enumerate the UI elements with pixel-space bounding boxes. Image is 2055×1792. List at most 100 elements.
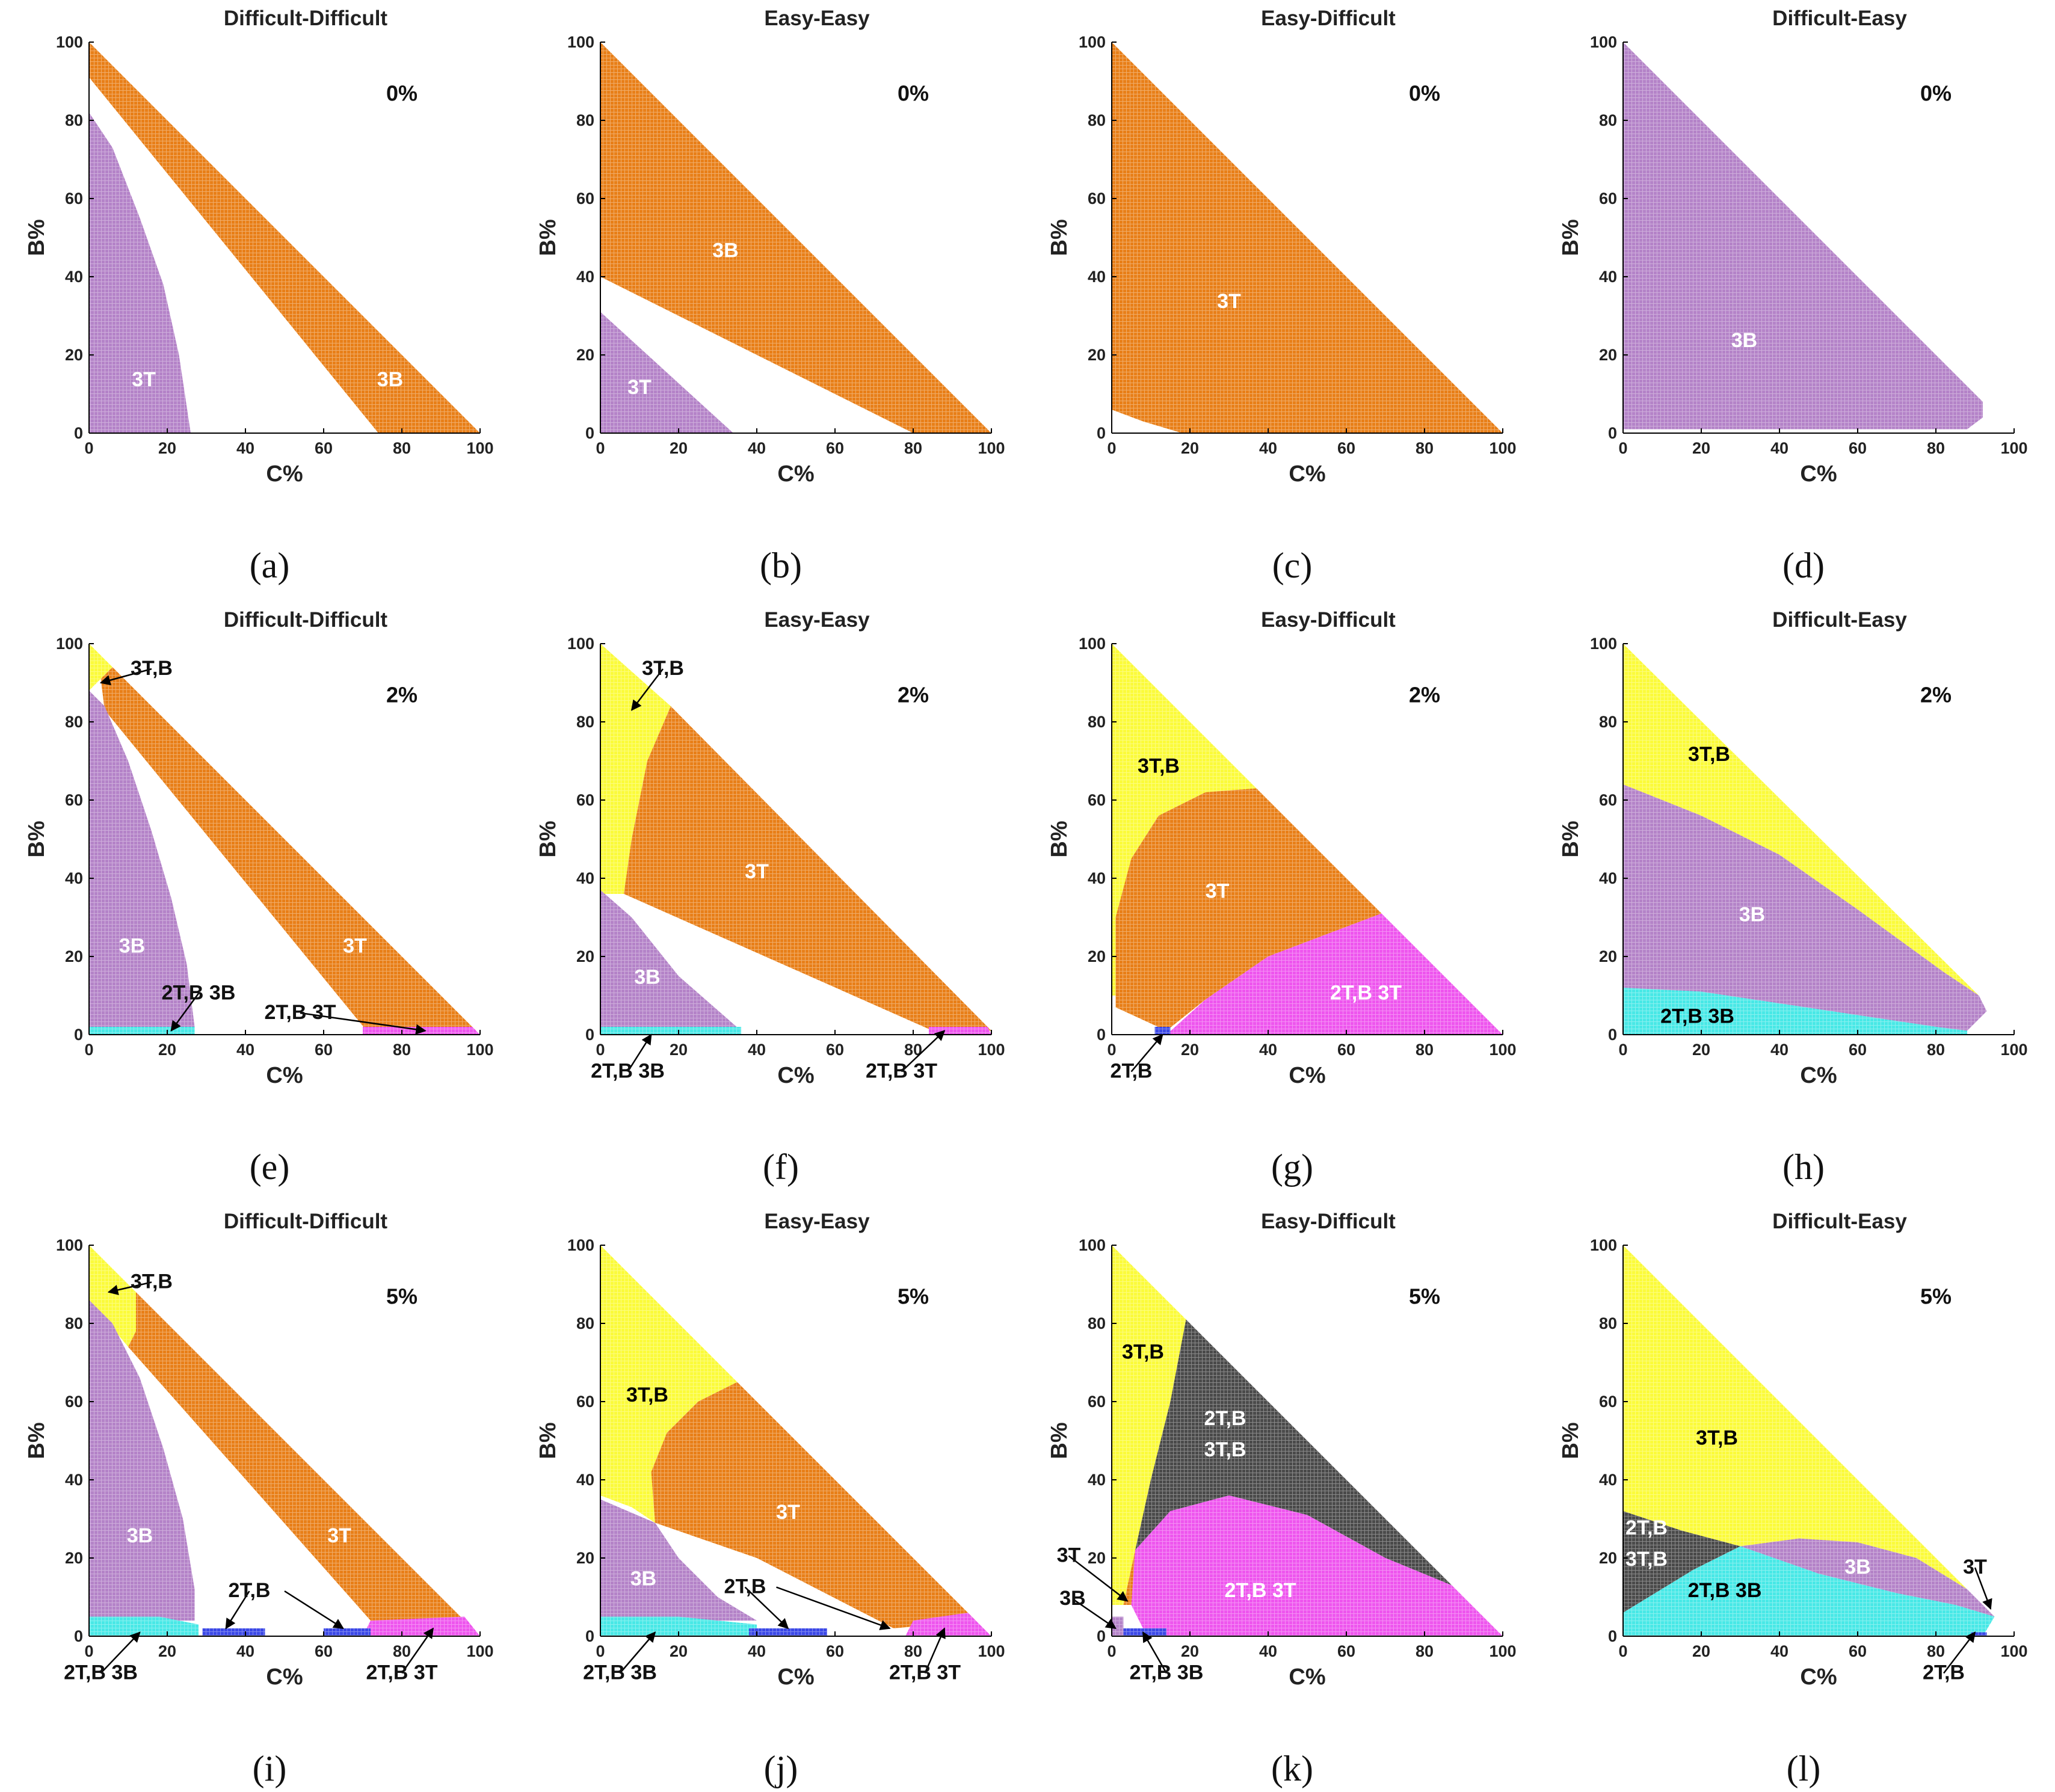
panel-a-x-tick-label: 100 bbox=[466, 439, 493, 457]
panel-k-x-tick-label: 20 bbox=[1181, 1642, 1199, 1660]
panel-f-x-tick-label: 60 bbox=[826, 1041, 844, 1059]
panel-l-y-tick-label: 60 bbox=[1599, 1393, 1617, 1411]
panel-j-annotation-label: 2T,B bbox=[724, 1575, 766, 1598]
panel-f-x-tick-label: 0 bbox=[596, 1041, 605, 1059]
panel-b-region-3t-1 bbox=[600, 312, 733, 433]
panel-i-region-2t-b-5 bbox=[202, 1628, 265, 1636]
panel-l-annotation-arrow bbox=[1943, 1631, 1976, 1674]
panel-f-region-3b-2 bbox=[600, 890, 741, 1031]
panel-j-annotation-arrow bbox=[776, 1586, 891, 1630]
panel-i-y-tick-label: 40 bbox=[65, 1471, 83, 1489]
panel-f-y-tick-label: 40 bbox=[576, 869, 594, 887]
panel-h-x-tick-label: 20 bbox=[1692, 1041, 1710, 1059]
panel-b-y-axis-label: B% bbox=[535, 219, 561, 256]
panel-k-percentage: 5% bbox=[1409, 1284, 1440, 1309]
panel-c-percentage: 0% bbox=[1409, 81, 1440, 106]
panel-i-x-tick-label: 100 bbox=[466, 1642, 493, 1660]
panel-b-y-tick-label: 80 bbox=[576, 111, 594, 129]
panel-d-y-tick-label: 100 bbox=[1590, 33, 1617, 51]
panel-i-annotation-arrow bbox=[100, 1631, 141, 1674]
panel-a-y-tick-label: 40 bbox=[65, 268, 83, 286]
panel-h: 00 20 20 40 40 60 60 80 80 100 100 C% B% Difficult-Ea… bbox=[1558, 608, 2028, 1187]
panel-h-percentage: 2% bbox=[1920, 683, 1952, 707]
panel-e-region-3t-b-1 bbox=[89, 644, 112, 691]
panel-e-region-3b-2 bbox=[89, 691, 195, 1027]
panel-h-y-tick-label: 40 bbox=[1599, 869, 1617, 887]
panel-j-percentage: 5% bbox=[898, 1284, 929, 1309]
panel-f-region-label: 3T bbox=[745, 860, 769, 883]
panel-a-region-label: 3T bbox=[132, 368, 156, 391]
panel-c-y-tick-label: 100 bbox=[1079, 33, 1106, 51]
panel-l-x-axis-label: C% bbox=[1800, 1664, 1837, 1690]
panel-g-x-tick-label: 100 bbox=[1489, 1041, 1516, 1059]
panel-c-region-label: 3T bbox=[1217, 290, 1241, 313]
panel-l-annotation-label: 3T bbox=[1963, 1556, 1987, 1578]
panel-h-x-tick-label: 0 bbox=[1618, 1041, 1627, 1059]
panel-i-x-tick-label: 20 bbox=[158, 1642, 176, 1660]
panel-l-x-tick-label: 100 bbox=[2000, 1642, 2027, 1660]
panel-e-y-tick-label: 0 bbox=[74, 1026, 83, 1044]
panel-e-x-tick-label: 40 bbox=[236, 1041, 254, 1059]
panel-h-region-2t-b-3b-2 bbox=[1623, 988, 1967, 1035]
panel-e-y-axis-label: B% bbox=[24, 821, 49, 857]
panel-a-x-axis-label: C% bbox=[266, 461, 303, 487]
panel-c-y-tick-label: 20 bbox=[1088, 346, 1106, 364]
panel-a-x-tick-label: 0 bbox=[84, 439, 93, 457]
panel-l-x-tick-label: 80 bbox=[1927, 1642, 1945, 1660]
panel-h-x-tick-label: 80 bbox=[1927, 1041, 1945, 1059]
panel-g: 00 20 20 40 40 60 60 80 80 100 100 C% B% Easy-Difficu… bbox=[1047, 608, 1517, 1187]
panel-k-y-tick-label: 80 bbox=[1088, 1314, 1106, 1332]
panel-f-panel-label: (f) bbox=[763, 1147, 799, 1187]
panel-j-y-tick-label: 100 bbox=[567, 1236, 594, 1254]
panel-g-region-label: 3T,B bbox=[1138, 755, 1180, 778]
panel-j-region-2t-b-3b-3 bbox=[600, 1616, 757, 1636]
panel-j-y-tick-label: 20 bbox=[576, 1549, 594, 1567]
panel-l-y-tick-label: 40 bbox=[1599, 1471, 1617, 1489]
panel-c-y-tick-label: 40 bbox=[1088, 268, 1106, 286]
panel-d-title: Difficult-Easy bbox=[1772, 7, 1907, 30]
panel-e-region-2t-b-3b-3 bbox=[89, 1027, 195, 1035]
panel-b-x-tick-label: 60 bbox=[826, 439, 844, 457]
panel-g-region-label: 2T,B 3T bbox=[1330, 982, 1402, 1005]
panel-g-x-tick-label: 60 bbox=[1337, 1041, 1355, 1059]
panel-l-region-label: 3T,B bbox=[1696, 1427, 1738, 1450]
panel-j-y-tick-label: 60 bbox=[576, 1393, 594, 1411]
panel-k-y-tick-label: 100 bbox=[1079, 1236, 1106, 1254]
panel-a-region-3t-1 bbox=[89, 112, 191, 433]
panel-d-x-tick-label: 40 bbox=[1770, 439, 1788, 457]
panel-e-x-axis-label: C% bbox=[266, 1063, 303, 1088]
panel-i-annotation-label: 2T,B 3B bbox=[64, 1661, 138, 1684]
panel-d-x-axis-label: C% bbox=[1800, 461, 1837, 487]
panel-a-x-tick-label: 40 bbox=[236, 439, 254, 457]
panel-k-y-axis-label: B% bbox=[1047, 1422, 1072, 1459]
panel-l-region-label: 2T,B bbox=[1625, 1516, 1668, 1539]
panel-i-y-axis-label: B% bbox=[24, 1422, 49, 1459]
panel-k-region-label: 2T,B 3T bbox=[1224, 1579, 1296, 1602]
panel-f-annotation-label: 3T,B bbox=[642, 657, 684, 680]
panel-e-y-tick-label: 100 bbox=[56, 635, 83, 653]
panel-k-title: Easy-Difficult bbox=[1261, 1210, 1396, 1233]
panel-f-y-tick-label: 0 bbox=[585, 1026, 594, 1044]
panel-f-title: Easy-Easy bbox=[764, 608, 870, 632]
panel-k-annotation-arrow bbox=[1142, 1631, 1168, 1674]
panel-b-x-tick-label: 40 bbox=[748, 439, 766, 457]
panel-b-region-3b-0 bbox=[600, 42, 991, 433]
panel-l-x-tick-label: 0 bbox=[1618, 1642, 1627, 1660]
panel-l-percentage: 5% bbox=[1920, 1284, 1952, 1309]
panel-g-y-tick-label: 40 bbox=[1088, 869, 1106, 887]
panel-i-region-3t-b-0 bbox=[89, 1245, 136, 1347]
panel-k-x-tick-label: 60 bbox=[1337, 1642, 1355, 1660]
panel-d-y-tick-label: 80 bbox=[1599, 111, 1617, 129]
panel-e-annotation-label: 2T,B 3T bbox=[264, 1001, 336, 1024]
panel-g-y-tick-label: 80 bbox=[1088, 713, 1106, 731]
panel-k-panel-label: (k) bbox=[1271, 1749, 1313, 1788]
panel-f-y-tick-label: 60 bbox=[576, 791, 594, 809]
panel-g-title: Easy-Difficult bbox=[1261, 608, 1396, 632]
panel-d-x-tick-label: 100 bbox=[2000, 439, 2027, 457]
panel-j-region-3t-1 bbox=[651, 1382, 976, 1628]
panel-d-y-tick-label: 0 bbox=[1608, 424, 1617, 442]
panel-a-x-tick-label: 80 bbox=[393, 439, 411, 457]
panel-e-annotation-label: 2T,B 3B bbox=[162, 982, 236, 1005]
panel-j: 00 20 20 40 40 60 60 80 80 100 100 C% B% Easy-Easy 5% 3… bbox=[535, 1210, 1005, 1788]
